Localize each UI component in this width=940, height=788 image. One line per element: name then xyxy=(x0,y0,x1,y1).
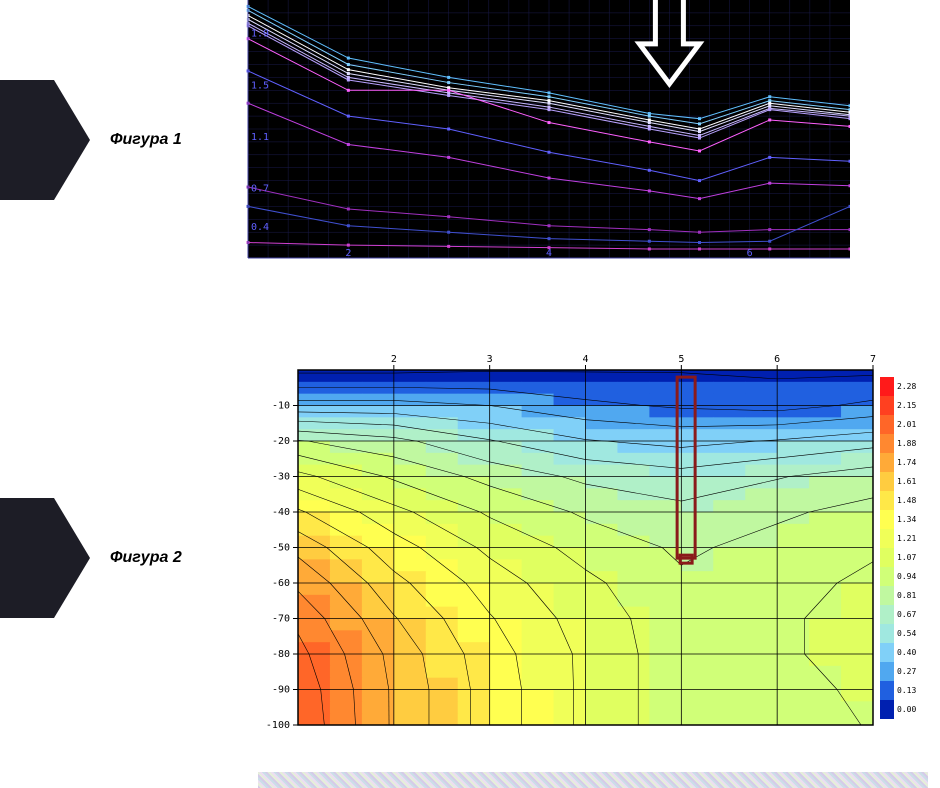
legend-swatch xyxy=(880,396,894,415)
legend-swatch xyxy=(880,529,894,548)
legend-swatch xyxy=(880,662,894,681)
legend-value: 1.07 xyxy=(897,553,916,562)
legend-row: 0.94 xyxy=(880,567,928,586)
legend-swatch xyxy=(880,700,894,719)
legend-swatch xyxy=(880,548,894,567)
svg-text:-70: -70 xyxy=(272,614,290,625)
svg-text:-20: -20 xyxy=(272,436,290,447)
legend-value: 0.27 xyxy=(897,667,916,676)
legend-swatch xyxy=(880,605,894,624)
legend-row: 0.13 xyxy=(880,681,928,700)
legend-value: 2.15 xyxy=(897,401,916,410)
legend-row: 2.28 xyxy=(880,377,928,396)
svg-text:-30: -30 xyxy=(272,472,290,483)
svg-text:6: 6 xyxy=(774,354,780,365)
svg-text:1.1: 1.1 xyxy=(251,132,269,143)
legend-swatch xyxy=(880,472,894,491)
svg-text:-10: -10 xyxy=(272,401,290,412)
legend-value: 2.01 xyxy=(897,420,916,429)
legend-row: 0.54 xyxy=(880,624,928,643)
legend-row: 2.15 xyxy=(880,396,928,415)
legend-swatch xyxy=(880,681,894,700)
svg-text:6: 6 xyxy=(747,248,753,259)
line-chart: 2.2 1.9 1.5 1.1 0.7 0.4 2 4 6 xyxy=(230,0,850,262)
legend-row: 1.34 xyxy=(880,510,928,529)
legend-value: 1.48 xyxy=(897,496,916,505)
noise-footer-bar xyxy=(258,772,928,788)
svg-text:0.4: 0.4 xyxy=(251,222,269,233)
legend-row: 0.27 xyxy=(880,662,928,681)
svg-text:1.5: 1.5 xyxy=(251,80,269,91)
svg-text:7: 7 xyxy=(870,354,876,365)
svg-text:2: 2 xyxy=(345,248,351,259)
legend-row: 1.88 xyxy=(880,434,928,453)
svg-text:-80: -80 xyxy=(272,649,290,660)
svg-text:1.9: 1.9 xyxy=(251,29,269,40)
legend-value: 0.13 xyxy=(897,686,916,695)
legend-row: 2.01 xyxy=(880,415,928,434)
legend-row: 0.40 xyxy=(880,643,928,662)
figure2-label-block: Фигура 2 xyxy=(0,498,182,618)
legend-swatch xyxy=(880,434,894,453)
svg-text:2: 2 xyxy=(391,354,397,365)
svg-text:5: 5 xyxy=(678,354,684,365)
legend-value: 1.88 xyxy=(897,439,916,448)
legend-swatch xyxy=(880,491,894,510)
color-legend: 2.28 2.15 2.01 1.88 1.74 1.61 1.48 1.34 1.21 1.07… xyxy=(880,377,928,719)
legend-swatch xyxy=(880,586,894,605)
legend-value: 1.34 xyxy=(897,515,916,524)
legend-value: 0.94 xyxy=(897,572,916,581)
legend-swatch xyxy=(880,567,894,586)
figure1-label-block: Фигура 1 xyxy=(0,80,182,200)
legend-row: 1.61 xyxy=(880,472,928,491)
figure2-label: Фигура 2 xyxy=(110,549,182,567)
legend-row: 0.00 xyxy=(880,700,928,719)
svg-text:2.2: 2.2 xyxy=(251,0,269,1)
svg-text:0.7: 0.7 xyxy=(251,184,269,195)
legend-row: 1.07 xyxy=(880,548,928,567)
legend-value: 1.61 xyxy=(897,477,916,486)
legend-value: 2.28 xyxy=(897,382,916,391)
legend-value: 1.74 xyxy=(897,458,916,467)
legend-value: 0.54 xyxy=(897,629,916,638)
legend-row: 1.74 xyxy=(880,453,928,472)
hexagon-marker xyxy=(0,498,90,618)
svg-text:4: 4 xyxy=(582,354,588,365)
legend-swatch xyxy=(880,624,894,643)
legend-swatch xyxy=(880,377,894,396)
figure1-label: Фигура 1 xyxy=(110,131,182,149)
legend-row: 1.21 xyxy=(880,529,928,548)
legend-row: 1.48 xyxy=(880,491,928,510)
hexagon-marker xyxy=(0,80,90,200)
svg-text:4: 4 xyxy=(546,248,552,259)
svg-text:-60: -60 xyxy=(272,578,290,589)
legend-row: 0.67 xyxy=(880,605,928,624)
contour-heatmap: 2 3 4 5 6 7 -10 -20 -30 -40 -50 -60 -70 -80 -90 -100 2… xyxy=(258,350,928,745)
svg-text:-40: -40 xyxy=(272,507,290,518)
legend-value: 0.00 xyxy=(897,705,916,714)
svg-text:-90: -90 xyxy=(272,685,290,696)
legend-value: 1.21 xyxy=(897,534,916,543)
chart1-svg: 2.2 1.9 1.5 1.1 0.7 0.4 2 4 6 xyxy=(230,0,850,262)
legend-value: 0.40 xyxy=(897,648,916,657)
legend-row: 0.81 xyxy=(880,586,928,605)
legend-value: 0.67 xyxy=(897,610,916,619)
svg-text:3: 3 xyxy=(487,354,493,365)
chart2-svg: 2 3 4 5 6 7 -10 -20 -30 -40 -50 -60 -70 -80 -90 -100 xyxy=(258,350,878,730)
legend-swatch xyxy=(880,453,894,472)
legend-swatch xyxy=(880,510,894,529)
legend-swatch xyxy=(880,415,894,434)
legend-value: 0.81 xyxy=(897,591,916,600)
svg-text:-100: -100 xyxy=(266,720,290,730)
svg-text:-50: -50 xyxy=(272,543,290,554)
legend-swatch xyxy=(880,643,894,662)
